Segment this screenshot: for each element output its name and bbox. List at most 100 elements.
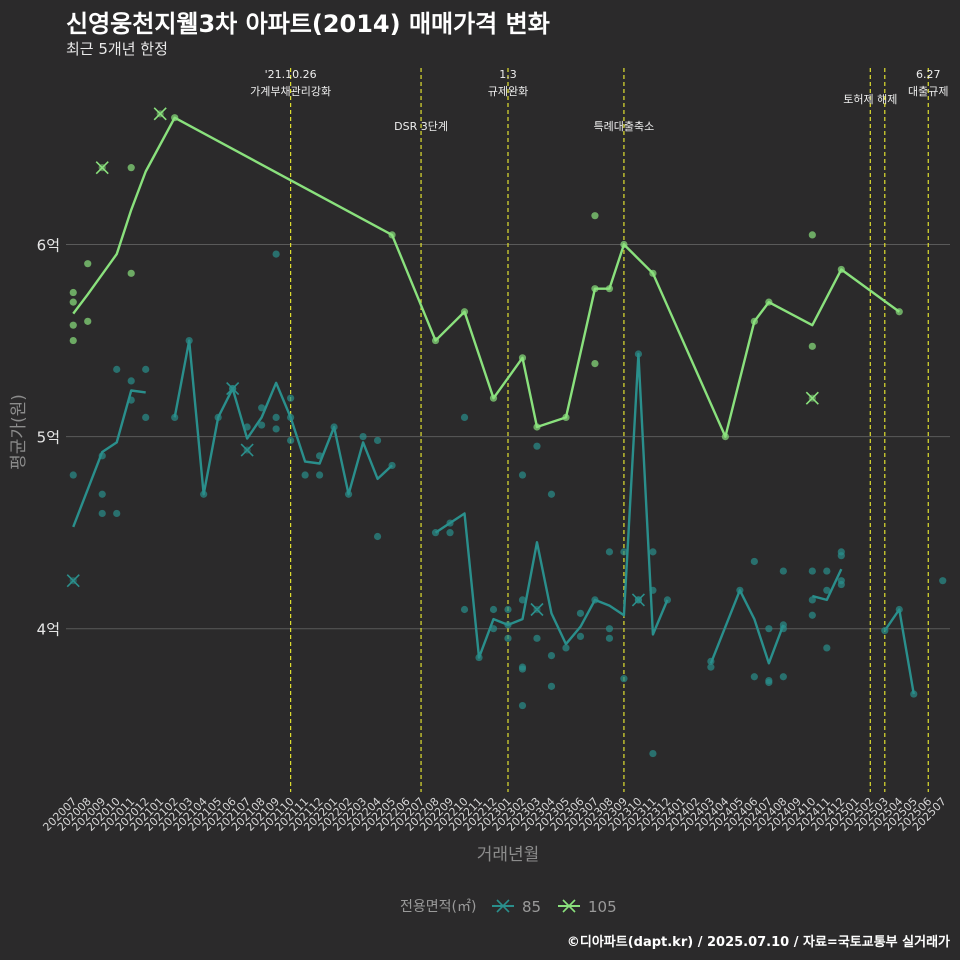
cancelled-point-85 [634,596,643,604]
cancelled-point-85 [243,446,251,454]
data-point-105 [562,413,570,421]
data-point-85 [272,250,280,258]
data-point-85 [547,652,556,660]
legend-key-marker-85 [496,899,510,913]
data-point-85 [504,621,512,629]
data-point-85 [707,663,715,671]
event-label: 특례대출축소 [594,120,655,133]
data-point-105 [489,394,498,402]
data-point-85 [489,625,498,633]
event-label: '21.10.26 [265,68,317,81]
data-point-105 [837,265,845,274]
data-point-85 [272,413,280,421]
data-point-85 [649,586,657,594]
data-point-105 [127,164,135,172]
data-point-105 [591,212,599,220]
cancelled-point-85 [229,384,237,393]
data-point-85 [69,471,77,479]
data-point-85 [460,605,469,614]
data-point-85 [258,404,266,412]
data-point-85 [779,673,787,681]
data-point-105 [388,231,396,239]
cancelled-point-105 [98,164,106,172]
data-point-85 [837,548,845,556]
legend-label-105: 105 [588,898,617,916]
data-point-85 [591,596,599,604]
data-point-85 [214,413,222,421]
data-point-85 [359,433,367,441]
x-axis-label: 거래년월 [477,845,540,865]
data-point-105 [765,298,773,306]
data-point-85 [373,532,382,541]
data-point-85 [373,436,382,445]
data-point-85 [910,690,918,698]
series-line-85 [434,352,669,659]
legend-label-85: 85 [522,898,541,916]
data-point-105 [750,317,758,325]
data-point-105 [127,269,135,277]
data-point-85 [562,644,570,652]
y-tick-label: 4억 [37,621,60,639]
data-point-105 [895,308,903,316]
data-point-85 [779,621,787,629]
data-point-85 [287,394,295,402]
data-point-85 [287,413,295,421]
data-point-85 [649,749,657,758]
data-point-85 [460,413,469,421]
data-point-85 [605,634,614,642]
data-point-105 [808,231,816,239]
event-label: 대출규제 [908,85,948,98]
data-point-85 [547,490,556,498]
data-point-85 [142,365,150,373]
data-point-85 [533,634,541,642]
data-point-105 [591,285,599,293]
data-point-105 [808,342,816,350]
event-label: 1.3 [499,68,517,81]
data-point-85 [881,627,889,635]
data-point-105 [649,269,657,277]
data-point-85 [113,509,121,518]
data-point-85 [171,413,179,421]
y-tick-label: 6억 [37,237,60,255]
data-point-85 [316,471,324,479]
series-line-85 [883,608,915,695]
data-point-85 [113,365,121,373]
data-point-85 [243,423,251,431]
legend-key-marker-105 [562,899,576,913]
legend-title: 전용면적(㎡) [400,899,476,915]
data-point-85 [518,471,527,479]
data-point-105 [84,260,92,268]
data-point-85 [504,605,512,614]
data-point-85 [330,423,338,431]
data-point-105 [518,354,527,362]
data-point-85 [576,609,585,617]
series-line-85 [72,389,146,528]
data-point-105 [84,317,92,325]
data-point-85 [895,605,903,614]
event-label: 규제완화 [488,85,528,98]
data-point-85 [649,548,657,556]
data-point-85 [127,396,135,404]
data-point-85 [576,632,585,640]
data-point-85 [518,596,527,604]
x-axis: 2020072020082020092020102020112020122021… [40,795,948,834]
data-point-85 [634,350,643,358]
data-point-105 [431,336,440,345]
data-point-105 [69,298,77,306]
data-point-105 [533,423,541,431]
data-point-85 [475,653,483,662]
data-point-85 [823,644,831,652]
data-point-85 [605,625,614,633]
data-point-85 [533,442,541,450]
series-line-85 [709,589,785,665]
data-point-85 [287,436,295,445]
chart-caption: ©디아파트(dapt.kr) / 2025.07.10 / 자료=국토교통부 실… [566,935,950,950]
data-point-85 [736,586,744,594]
data-point-85 [765,625,773,633]
data-point-85 [446,529,454,537]
series-line-105 [72,116,900,438]
data-point-85 [489,605,498,614]
data-point-85 [808,611,816,619]
